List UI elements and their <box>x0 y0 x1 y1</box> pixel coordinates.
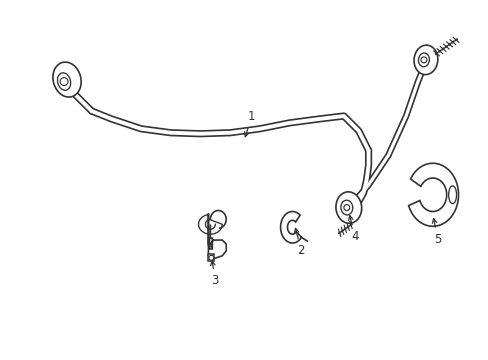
Ellipse shape <box>53 62 81 97</box>
Polygon shape <box>208 213 226 259</box>
Text: 2: 2 <box>294 228 305 257</box>
Polygon shape <box>208 254 214 261</box>
Circle shape <box>60 78 68 85</box>
Ellipse shape <box>447 186 456 204</box>
Ellipse shape <box>418 53 428 67</box>
Polygon shape <box>280 212 301 243</box>
Ellipse shape <box>57 73 71 90</box>
Polygon shape <box>408 163 458 226</box>
Circle shape <box>420 57 426 63</box>
Text: 3: 3 <box>210 261 219 287</box>
Circle shape <box>208 255 213 260</box>
Text: 4: 4 <box>348 216 358 243</box>
Text: 5: 5 <box>431 219 441 246</box>
Ellipse shape <box>335 192 361 223</box>
Ellipse shape <box>340 200 352 215</box>
Text: 1: 1 <box>244 109 255 137</box>
Circle shape <box>343 204 349 211</box>
Ellipse shape <box>413 45 437 75</box>
